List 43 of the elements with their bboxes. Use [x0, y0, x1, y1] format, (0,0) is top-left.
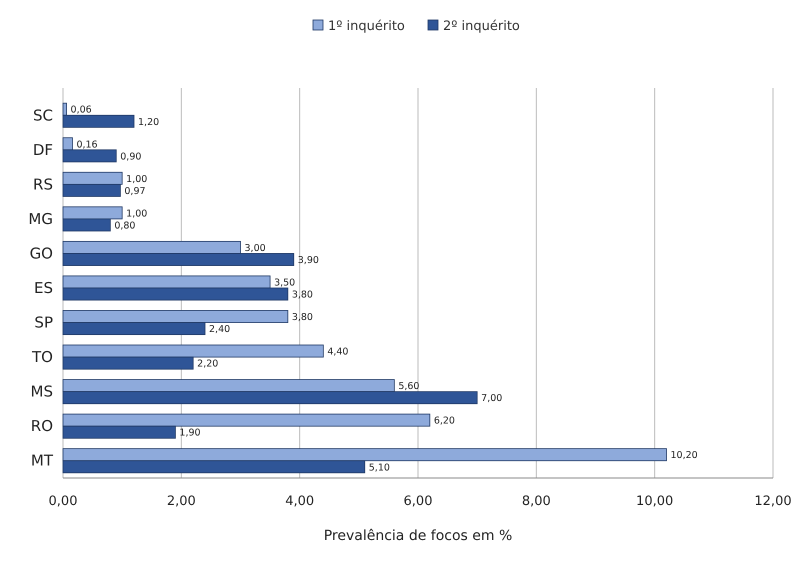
- legend-label: 2º inquérito: [443, 19, 520, 34]
- data-label: 1,00: [126, 208, 148, 220]
- x-tick-label: 10,00: [636, 494, 674, 509]
- x-tick-label: 4,00: [285, 494, 314, 509]
- y-tick-label: TO: [31, 348, 53, 366]
- y-tick-label: DF: [32, 140, 53, 159]
- y-tick-label: ES: [34, 279, 53, 297]
- data-label: 1,20: [138, 116, 160, 128]
- y-tick-label: MT: [30, 452, 54, 470]
- data-label: 3,80: [292, 312, 313, 323]
- data-label: 10,20: [670, 450, 698, 462]
- x-tick-label: 6,00: [404, 494, 432, 509]
- x-axis-title: Prevalência de focos em %: [324, 528, 512, 544]
- data-label: 0,80: [114, 220, 136, 232]
- data-label: 0,97: [124, 186, 146, 197]
- data-label: 5,60: [398, 381, 420, 392]
- data-label: 7,00: [481, 393, 502, 404]
- data-label: 0,06: [70, 104, 92, 116]
- y-tick-label: RS: [33, 175, 53, 194]
- x-tick-label: 2,00: [166, 494, 196, 509]
- data-label: 2,40: [209, 324, 230, 336]
- legend-label: 1º inquérito: [328, 19, 405, 34]
- x-tick-label: 0,00: [48, 494, 78, 509]
- data-label: 3,00: [244, 242, 266, 254]
- data-label: 1,00: [126, 174, 148, 185]
- y-tick-label: MG: [28, 210, 53, 228]
- y-tick-label: MS: [30, 382, 53, 401]
- y-tick-label: RO: [30, 417, 53, 436]
- y-tick-label: SP: [34, 314, 53, 332]
- data-label: 0,90: [120, 151, 142, 162]
- data-label: 3,90: [298, 255, 319, 266]
- data-label: 1,90: [179, 428, 201, 439]
- data-label: 3,80: [292, 290, 313, 301]
- x-tick-label: 12,00: [754, 494, 792, 509]
- data-label: 3,50: [274, 277, 296, 288]
- y-tick-label: GO: [30, 244, 53, 262]
- y-tick-label: SC: [33, 106, 53, 124]
- data-label: 0,16: [76, 139, 98, 150]
- x-tick-label: 8,00: [522, 494, 551, 509]
- data-label: 6,20: [434, 416, 455, 427]
- data-label: 4,40: [327, 346, 348, 358]
- data-label: 5,10: [368, 462, 390, 474]
- data-label: 2,20: [197, 358, 218, 370]
